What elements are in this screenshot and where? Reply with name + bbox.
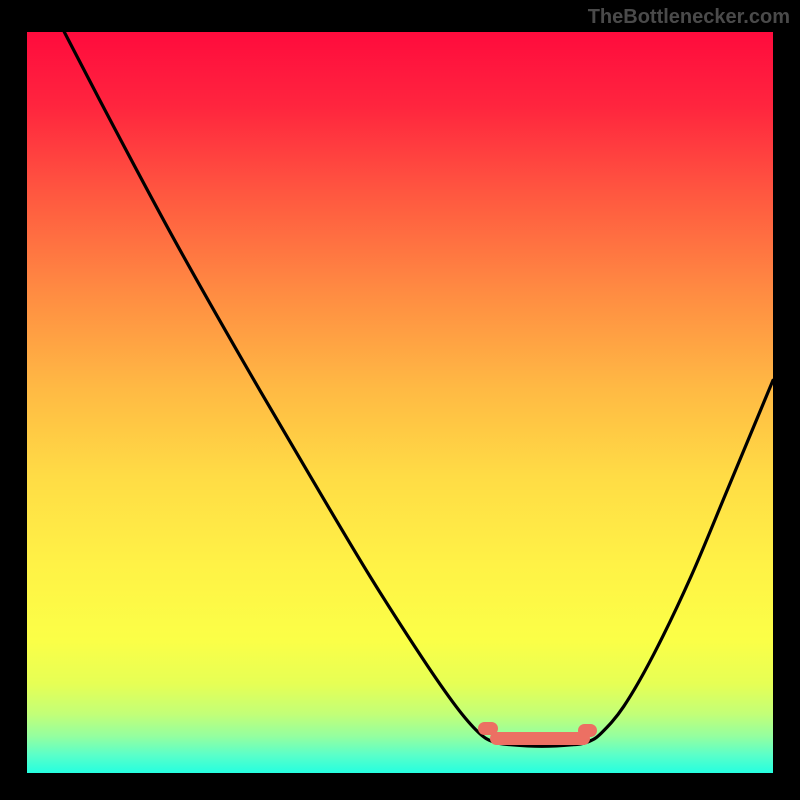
watermark-text: TheBottlenecker.com	[588, 6, 790, 29]
optimal-range-marker	[578, 724, 597, 737]
chart-plot-area	[27, 32, 773, 773]
optimal-range-marker	[490, 732, 591, 745]
bottleneck-curve	[64, 32, 773, 746]
chart-curve-layer	[27, 32, 773, 773]
